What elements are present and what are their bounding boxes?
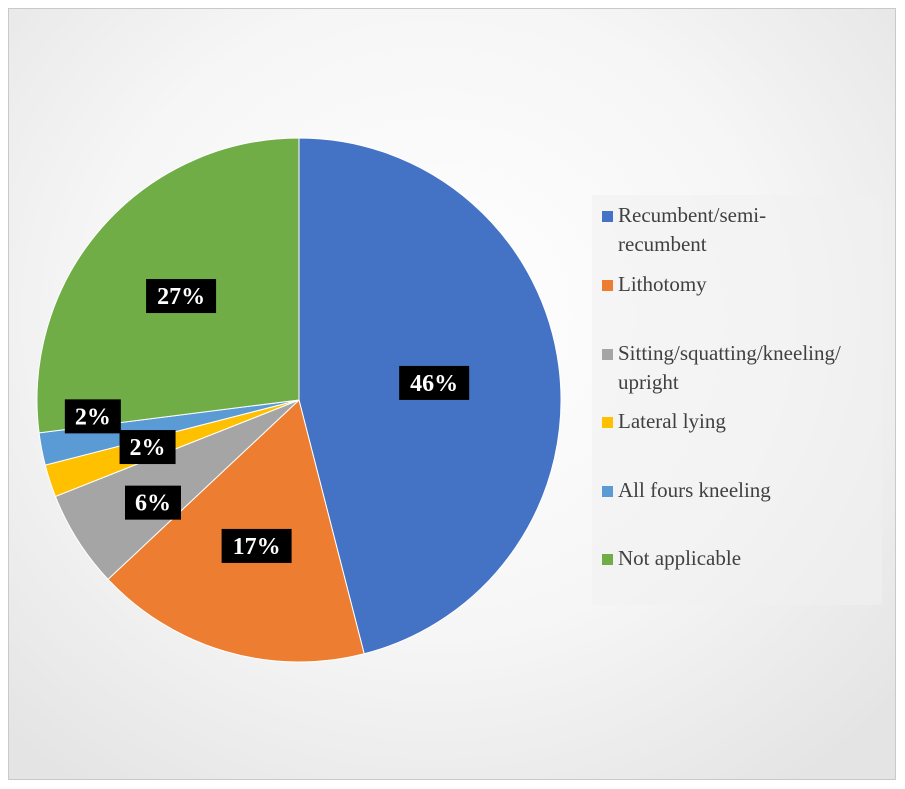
legend-swatch	[602, 486, 613, 497]
legend-item-lithotomy: Lithotomy	[602, 270, 877, 299]
data-label-box	[221, 528, 292, 563]
legend-label: All fours kneeling	[618, 478, 771, 502]
data-label-box	[64, 399, 121, 434]
legend-item-lateral-lying: Lateral lying	[602, 407, 877, 436]
legend-swatch	[602, 554, 613, 565]
legend-label: Lateral lying	[618, 409, 726, 433]
data-label-box	[146, 279, 217, 314]
data-label-box	[124, 485, 181, 520]
legend-swatch	[602, 417, 613, 428]
pie-data-labels: 46% 17% 6% 2% 2% 27%	[64, 279, 470, 563]
legend-swatch	[602, 280, 613, 291]
data-label-recumbent-semi-recumbent: 46%	[399, 365, 470, 400]
data-label-box	[399, 365, 470, 400]
data-label-text: 2%	[130, 435, 166, 461]
data-label-text: 46%	[410, 371, 458, 397]
legend-item-sitting: Sitting/squatting/kneeling/upright	[602, 339, 877, 397]
legend-item-recumbent: Recumbent/semi-recumbent	[602, 201, 877, 259]
data-label-text: 27%	[157, 284, 205, 310]
legend-label: Not applicable	[618, 546, 742, 570]
legend-item-not-applicable: Not applicable	[602, 544, 877, 573]
data-label-sitting-squatting-kneeling-upright: 6%	[124, 485, 181, 520]
legend-label: Sitting/squatting/kneeling/upright	[618, 341, 841, 394]
data-label-lithotomy: 17%	[221, 528, 292, 563]
data-label-text: 17%	[233, 534, 281, 560]
legend-swatch	[602, 349, 613, 360]
data-label-all-fours-kneeling: 2%	[64, 399, 121, 434]
legend-label: Lithotomy	[618, 272, 707, 296]
data-label-not-applicable: 27%	[146, 279, 217, 314]
data-label-text: 2%	[75, 404, 111, 430]
legend-swatch	[602, 211, 613, 222]
data-label-box	[119, 430, 176, 465]
data-label-text: 6%	[135, 491, 171, 517]
data-label-lateral-lying: 2%	[119, 430, 176, 465]
legend-item-all-fours: All fours kneeling	[602, 476, 877, 505]
chart-legend: Recumbent/semi-recumbent Lithotomy Sitti…	[592, 195, 882, 605]
legend-label: Recumbent/semi-recumbent	[618, 203, 767, 256]
